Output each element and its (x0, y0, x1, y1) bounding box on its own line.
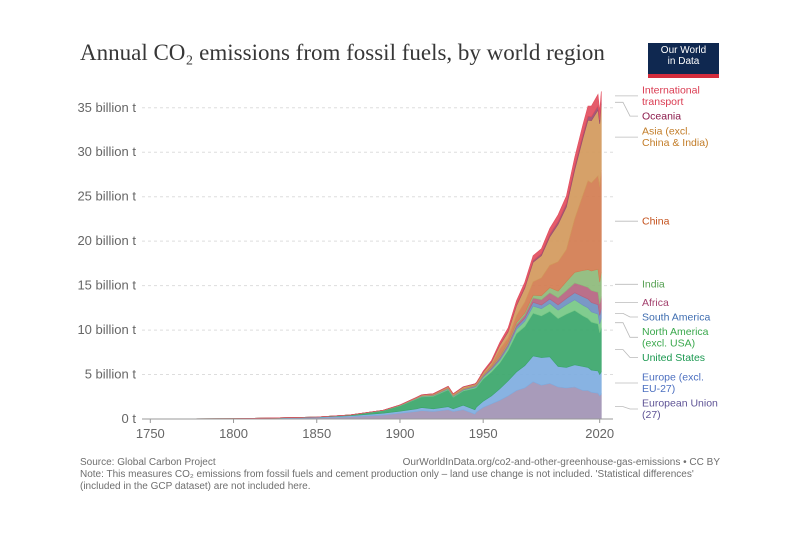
area-series (150, 91, 602, 420)
source-link[interactable]: OurWorldInData.org/co2-and-other-greenho… (402, 457, 720, 468)
series-label-europe-excl-eu-27: Europe (excl. EU-27) (642, 371, 704, 395)
x-tick-label: 1950 (469, 426, 498, 441)
axes: 0 t 5 billion t 10 billion t 15 billion t 20… (77, 100, 614, 441)
y-tick-label: 5 billion t (85, 367, 137, 382)
label-leader-line (615, 313, 638, 318)
series-labels: International transport Oceania Asia (excl.… (615, 84, 718, 421)
footnote: Note: This measures CO₂ emissions from f… (80, 469, 694, 492)
our-world-in-data-logo[interactable]: Our World in Data (648, 43, 719, 78)
y-tick-label: 20 billion t (77, 233, 136, 248)
logo-line-2: in Data (667, 56, 700, 67)
y-tick-label: 15 billion t (77, 278, 136, 293)
series-label-south-america: South America (642, 311, 710, 323)
series-label-north-america-excl-usa: North America (excl. USA) (642, 326, 709, 350)
x-tick-label: 1850 (302, 426, 331, 441)
x-tick-label: 1900 (386, 426, 415, 441)
label-leader-line (615, 349, 638, 358)
series-label-european-union-27: European Union (27) (642, 397, 718, 421)
series-label-united-states: United States (642, 352, 705, 364)
series-label-india: India (642, 279, 665, 291)
y-tick-label: 35 billion t (77, 100, 136, 115)
y-tick-label: 30 billion t (77, 144, 136, 159)
x-tick-label: 1750 (136, 426, 165, 441)
series-label-china: China (642, 215, 670, 227)
label-leader-line (615, 406, 638, 410)
source-note: Source: Global Carbon Project (80, 457, 216, 468)
series-label-international-transport: International transport (642, 84, 700, 108)
chart-title: Annual CO₂ emissions from fossil fuels, … (80, 40, 605, 65)
y-tick-label: 0 t (122, 411, 137, 426)
logo-line-1: Our World (660, 45, 707, 56)
area-international-transport[interactable] (150, 91, 602, 420)
label-leader-line (615, 101, 638, 117)
y-tick-label: 25 billion t (77, 189, 136, 204)
y-tick-label: 10 billion t (77, 322, 136, 337)
x-tick-label: 1800 (219, 426, 248, 441)
label-leader-line (615, 322, 638, 338)
series-label-asia-excl-china-india: Asia (excl. China & India) (642, 126, 709, 150)
x-tick-label: 2020 (585, 426, 614, 441)
series-label-africa: Africa (642, 297, 669, 309)
series-label-oceania: Oceania (642, 110, 681, 122)
